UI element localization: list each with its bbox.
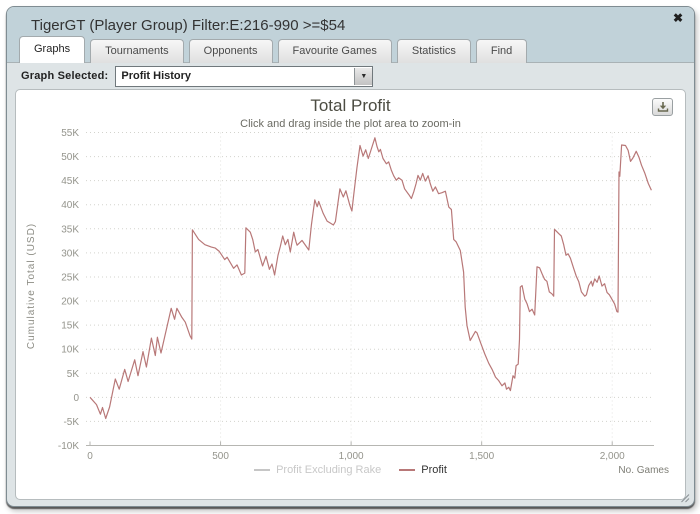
graph-selected-value: Profit History <box>121 70 192 82</box>
dropdown-arrow-icon[interactable]: ▼ <box>354 67 373 85</box>
svg-text:0: 0 <box>87 451 93 462</box>
svg-text:0: 0 <box>73 393 79 404</box>
legend-item-profit-excluding-rake[interactable]: Profit Excluding Rake <box>254 464 381 476</box>
chart-subtitle: Click and drag inside the plot area to z… <box>240 118 461 130</box>
tab-statistics[interactable]: Statistics <box>396 39 471 63</box>
player-group-dialog: TigerGT (Player Group) Filter:E:216-990 … <box>6 6 695 507</box>
svg-text:500: 500 <box>212 451 229 462</box>
tab-favourite-games[interactable]: Favourite Games <box>277 39 392 63</box>
legend-dash-red <box>399 469 416 471</box>
x-axis-title: No. Games <box>618 465 669 476</box>
svg-text:15K: 15K <box>61 321 79 332</box>
svg-text:30K: 30K <box>61 248 79 259</box>
graph-toolbar: Graph Selected: Profit History ▼ <box>7 63 694 89</box>
legend-label: Profit Excluding Rake <box>276 464 382 476</box>
chart-panel: Total Profit Click and drag inside the p… <box>15 89 686 500</box>
svg-text:10K: 10K <box>61 345 79 356</box>
svg-text:25K: 25K <box>61 272 79 283</box>
svg-text:-5K: -5K <box>63 417 79 428</box>
close-icon[interactable]: ✖ <box>672 11 683 25</box>
chart-title: Total Profit <box>310 96 391 115</box>
graph-selected-label: Graph Selected: <box>21 70 109 82</box>
svg-text:55K: 55K <box>61 128 79 139</box>
chart-legend: Profit Excluding Rake Profit <box>16 464 685 476</box>
plot-area[interactable]: 0 500 1,000 1,500 2,000 55K 50K 45K 40K 35K 30K 25K… <box>16 90 686 500</box>
svg-text:40K: 40K <box>61 200 79 211</box>
legend-label: Profit <box>421 464 447 476</box>
svg-text:50K: 50K <box>61 152 79 163</box>
svg-text:-10K: -10K <box>58 441 79 452</box>
dialog-header: TigerGT (Player Group) Filter:E:216-990 … <box>7 7 694 63</box>
legend-item-profit[interactable]: Profit <box>399 464 447 476</box>
download-button[interactable] <box>652 98 673 116</box>
svg-text:2,000: 2,000 <box>600 451 625 462</box>
svg-text:35K: 35K <box>61 224 79 235</box>
tab-opponents[interactable]: Opponents <box>188 39 273 63</box>
svg-text:20K: 20K <box>61 297 79 308</box>
svg-text:1,000: 1,000 <box>339 451 364 462</box>
legend-dash-gray <box>254 469 271 471</box>
tab-tournaments[interactable]: Tournaments <box>90 39 184 63</box>
tab-find[interactable]: Find <box>475 39 528 63</box>
resize-grip-icon[interactable] <box>680 493 690 503</box>
download-icon <box>657 102 668 112</box>
svg-text:1,500: 1,500 <box>469 451 494 462</box>
svg-text:5K: 5K <box>67 369 80 380</box>
dialog-title: TigerGT (Player Group) Filter:E:216-990 … <box>31 17 346 34</box>
graph-selected-dropdown[interactable]: Profit History ▼ <box>115 65 374 87</box>
tab-graphs[interactable]: Graphs <box>19 36 86 63</box>
tab-bar: Graphs Tournaments Opponents Favourite G… <box>19 36 528 63</box>
svg-text:45K: 45K <box>61 176 79 187</box>
